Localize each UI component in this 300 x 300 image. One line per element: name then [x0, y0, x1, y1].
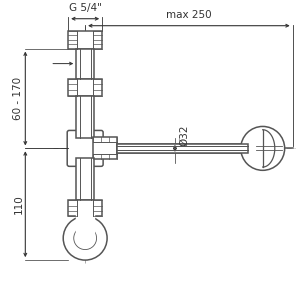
FancyBboxPatch shape [67, 130, 103, 166]
Bar [76, 49, 94, 79]
Text: Ø32: Ø32 [179, 124, 189, 146]
Bar [93, 137, 117, 159]
Text: 110: 110 [13, 194, 23, 214]
Text: 60 - 170: 60 - 170 [13, 77, 23, 120]
Circle shape [74, 227, 97, 250]
Bar [68, 200, 102, 216]
Text: G 5/4": G 5/4" [69, 3, 102, 13]
Bar [68, 31, 102, 49]
Circle shape [241, 126, 285, 170]
Bar [76, 216, 94, 238]
Bar [68, 79, 102, 95]
Text: max 250: max 250 [166, 10, 212, 20]
Bar [117, 144, 248, 153]
Circle shape [63, 216, 107, 260]
Bar [117, 144, 248, 153]
Bar [76, 158, 94, 200]
Bar [76, 95, 94, 138]
